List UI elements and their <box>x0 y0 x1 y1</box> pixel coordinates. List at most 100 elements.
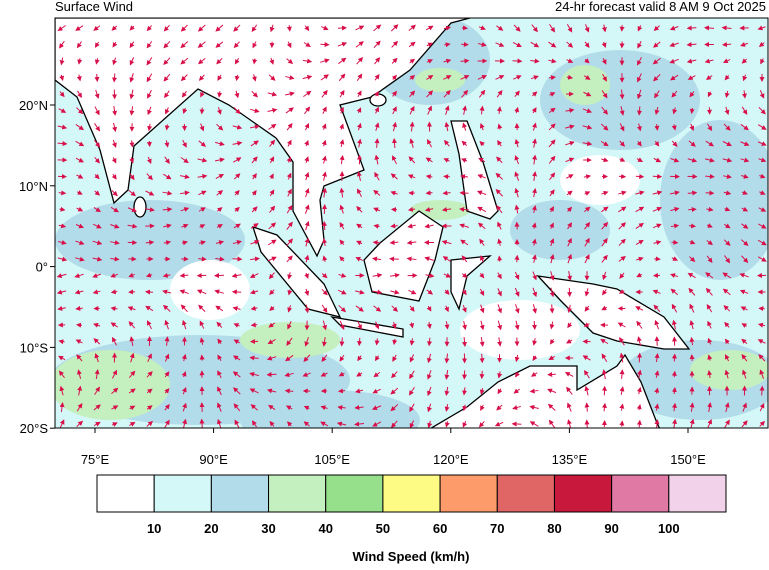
wind-arrow <box>407 206 416 212</box>
wind-arrow <box>233 355 241 361</box>
wind-arrow <box>706 123 713 132</box>
wind-arrow <box>215 256 225 262</box>
wind-arrow <box>759 190 766 195</box>
wind-arrow <box>356 107 362 114</box>
wind-arrow <box>637 73 642 83</box>
wind-arrow <box>94 386 100 395</box>
wind-arrow <box>459 206 469 212</box>
wind-arrow <box>357 337 363 347</box>
wind-arrow <box>409 138 415 148</box>
wind-arrow <box>654 140 660 147</box>
wind-arrow <box>94 369 100 380</box>
wind-arrow <box>549 287 555 298</box>
wind-arrow <box>58 355 66 361</box>
wind-arrow <box>549 271 555 281</box>
wind-arrow <box>320 405 328 411</box>
wind-arrow <box>75 305 83 311</box>
wind-arrow <box>128 370 136 378</box>
wind-arrow <box>391 371 398 379</box>
wind-arrow <box>112 73 117 83</box>
wind-arrow <box>442 190 451 196</box>
wind-arrow <box>110 223 120 229</box>
wind-arrow <box>741 173 749 179</box>
wind-arrow <box>462 404 468 412</box>
wind-arrow <box>110 240 120 246</box>
wind-arrow <box>267 107 278 113</box>
wind-arrow <box>234 206 240 213</box>
wind-arrow <box>320 421 329 427</box>
wind-arrow <box>144 207 155 213</box>
wind-arrow <box>59 91 65 98</box>
wind-arrow <box>741 106 748 115</box>
wind-arrow <box>94 123 101 132</box>
wind-arrow <box>529 388 539 394</box>
wind-arrow <box>337 42 348 47</box>
wind-arrow <box>477 174 486 179</box>
wind-arrow <box>689 418 695 428</box>
wind-arrow <box>462 337 468 347</box>
wind-arrow <box>514 138 520 148</box>
wind-arrow <box>163 240 172 246</box>
wind-arrow <box>75 157 84 163</box>
colorbar-label: 10 <box>147 521 161 536</box>
wind-arrow <box>583 75 591 80</box>
wind-arrow <box>233 107 241 115</box>
wind-arrow <box>216 402 222 412</box>
wind-arrow <box>129 25 135 31</box>
wind-arrow <box>373 371 381 378</box>
wind-arrow <box>479 255 485 263</box>
wind-arrow <box>181 386 187 395</box>
wind-arrow <box>129 89 135 100</box>
wind-arrow <box>513 24 521 32</box>
wind-arrow <box>564 372 574 377</box>
wind-arrow <box>636 336 642 346</box>
wind-arrow <box>757 141 767 146</box>
wind-arrow <box>497 272 502 280</box>
wind-arrow <box>112 57 118 66</box>
wind-arrow <box>356 171 362 181</box>
wind-arrow <box>76 190 83 195</box>
wind-arrow <box>373 207 381 213</box>
wind-arrow <box>145 305 154 312</box>
wind-arrow <box>567 271 573 281</box>
wind-arrow <box>530 75 539 80</box>
wind-arrow <box>653 74 661 82</box>
colorbar-box <box>268 474 327 513</box>
wind-arrow <box>94 89 100 99</box>
wind-arrow <box>497 304 502 314</box>
wind-arrow <box>688 223 697 229</box>
wind-arrow <box>461 89 469 98</box>
wind-arrow <box>304 237 310 247</box>
wind-arrow <box>180 24 188 32</box>
wind-arrow <box>566 206 573 213</box>
wind-arrow <box>443 25 452 31</box>
wind-arrow <box>198 190 207 196</box>
wind-arrow <box>721 25 732 31</box>
wind-arrow <box>179 273 189 278</box>
colorbar-box <box>611 474 670 513</box>
wind-arrow <box>618 256 626 262</box>
wind-arrow <box>549 321 555 330</box>
wind-arrow <box>390 173 398 180</box>
wind-arrow <box>146 320 152 330</box>
wind-arrow <box>635 222 644 229</box>
wind-arrow <box>636 157 644 162</box>
wind-arrow <box>460 174 468 180</box>
wind-arrow <box>76 420 84 427</box>
wind-arrow <box>129 140 135 148</box>
wind-arrow <box>320 42 330 48</box>
wind-arrow <box>758 354 766 362</box>
wind-arrow <box>635 306 644 311</box>
wind-arrow <box>111 25 118 31</box>
wind-arrow <box>584 288 590 297</box>
wind-arrow <box>495 189 503 197</box>
wind-arrow <box>269 420 275 427</box>
wind-arrow <box>112 41 118 48</box>
wind-arrow <box>286 238 293 247</box>
wind-arrow <box>636 386 642 395</box>
wind-arrow <box>339 256 345 262</box>
wind-arrow <box>426 305 432 312</box>
wind-arrow <box>408 41 416 48</box>
wind-arrow <box>180 74 188 82</box>
wind-arrow <box>285 91 295 97</box>
